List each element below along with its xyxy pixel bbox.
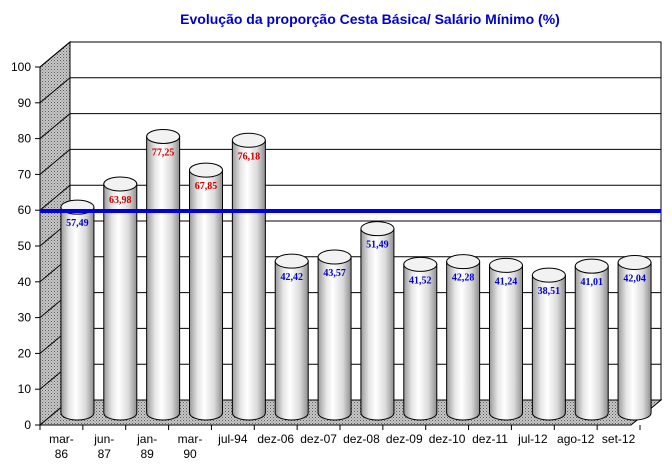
x-tick-label: jan-89: [136, 432, 157, 461]
x-tick-label: dez-07: [300, 432, 337, 446]
x-tick-label: dez-06: [257, 432, 294, 446]
data-label: 57,49: [66, 218, 89, 229]
bar-top: [274, 253, 309, 269]
bar-body: [617, 261, 652, 421]
data-label: 41,24: [495, 276, 518, 287]
data-label: 67,85: [195, 181, 218, 192]
bar: [231, 132, 266, 421]
bar-body: [60, 206, 95, 421]
x-tick-label: jul-94: [217, 432, 248, 446]
y-tick-label: 40: [18, 275, 32, 289]
x-tick-label: jun-87: [93, 432, 114, 461]
bar-top: [146, 128, 181, 144]
y-tick-label: 30: [18, 311, 32, 325]
x-tick-label: dez-10: [429, 432, 466, 446]
y-tick-label: 10: [18, 382, 32, 396]
x-tick-label: dez-11: [472, 432, 508, 446]
bar-body: [103, 183, 138, 421]
data-label: 51,49: [366, 240, 389, 251]
bar-top: [403, 256, 438, 272]
chart-title: Evolução da proporção Cesta Básica/ Salá…: [180, 11, 560, 27]
bar-body: [317, 256, 352, 421]
bar-body: [446, 261, 481, 421]
bar-body: [231, 139, 266, 421]
y-tick-label: 20: [18, 346, 32, 360]
bar-top: [574, 258, 609, 274]
gridline-side: [39, 77, 71, 104]
y-tick-label: 60: [18, 203, 32, 217]
bar-body: [489, 264, 523, 421]
data-label: 42,04: [623, 273, 646, 284]
bar-top: [360, 221, 395, 237]
data-label: 41,52: [409, 275, 432, 286]
bar-top: [317, 249, 352, 265]
bar: [103, 176, 138, 421]
y-tick-label: 100: [11, 60, 31, 74]
bar-body: [574, 265, 609, 421]
bar: [574, 258, 609, 421]
y-tick-label: 80: [18, 132, 32, 146]
data-labels: 57,49 63,98 77,25 67,85 76,18 42,42 43,57 51,49…: [66, 147, 646, 297]
bar: [617, 254, 652, 421]
x-tick-label: dez-09: [386, 432, 423, 446]
x-axis: mar-86 jun-87 jan-89 mar-90 jul-94 dez-06 dez-…: [39, 424, 641, 461]
x-tick-label: dez-08: [343, 432, 380, 446]
bar: [60, 199, 95, 421]
y-tick-label: 50: [18, 239, 32, 253]
bar-top: [189, 162, 223, 178]
bar-body: [403, 263, 438, 421]
data-label: 42,42: [280, 272, 303, 283]
y-tick-label: 70: [18, 167, 32, 181]
bar-top: [231, 132, 266, 148]
bar-body: [146, 135, 181, 421]
y-tick-label: 0: [24, 418, 31, 432]
bar-top: [617, 254, 652, 270]
data-label: 43,57: [323, 268, 346, 279]
x-tick-label: set-12: [602, 432, 636, 446]
gridline-side: [39, 113, 71, 139]
bar-top: [489, 257, 523, 273]
data-label: 76,18: [238, 151, 261, 162]
bar: [489, 257, 523, 421]
bar: [531, 267, 566, 421]
bar-body: [531, 274, 566, 421]
bar-body: [274, 260, 309, 421]
data-label: 41,01: [580, 277, 603, 288]
bar: [317, 249, 352, 421]
gridline-side: [39, 184, 71, 211]
data-label: 63,98: [109, 195, 132, 206]
bar-top: [446, 254, 481, 270]
x-tick-label: ago-12: [557, 432, 595, 446]
x-tick-label: mar-90: [178, 432, 203, 461]
gridline-side: [39, 41, 71, 68]
bar-body: [360, 228, 395, 421]
bar: [146, 128, 181, 421]
y-tick-label: 90: [18, 96, 32, 110]
bar: [189, 162, 223, 421]
data-label: 42,28: [452, 273, 475, 284]
bar-top: [531, 267, 566, 283]
data-label: 77,25: [152, 147, 175, 158]
data-label: 38,51: [538, 286, 561, 297]
y-axis: 0 10 20 30 40 50 60 70 80 90 100: [11, 60, 41, 432]
gridline-side: [39, 149, 71, 175]
bar: [403, 256, 438, 421]
x-tick-label: jul-12: [517, 432, 548, 446]
bar: [360, 221, 395, 421]
x-tick-label: mar-86: [49, 432, 74, 461]
bar: [446, 254, 481, 421]
bar-body: [189, 169, 223, 421]
bar-top: [103, 176, 138, 192]
bar: [274, 253, 309, 421]
